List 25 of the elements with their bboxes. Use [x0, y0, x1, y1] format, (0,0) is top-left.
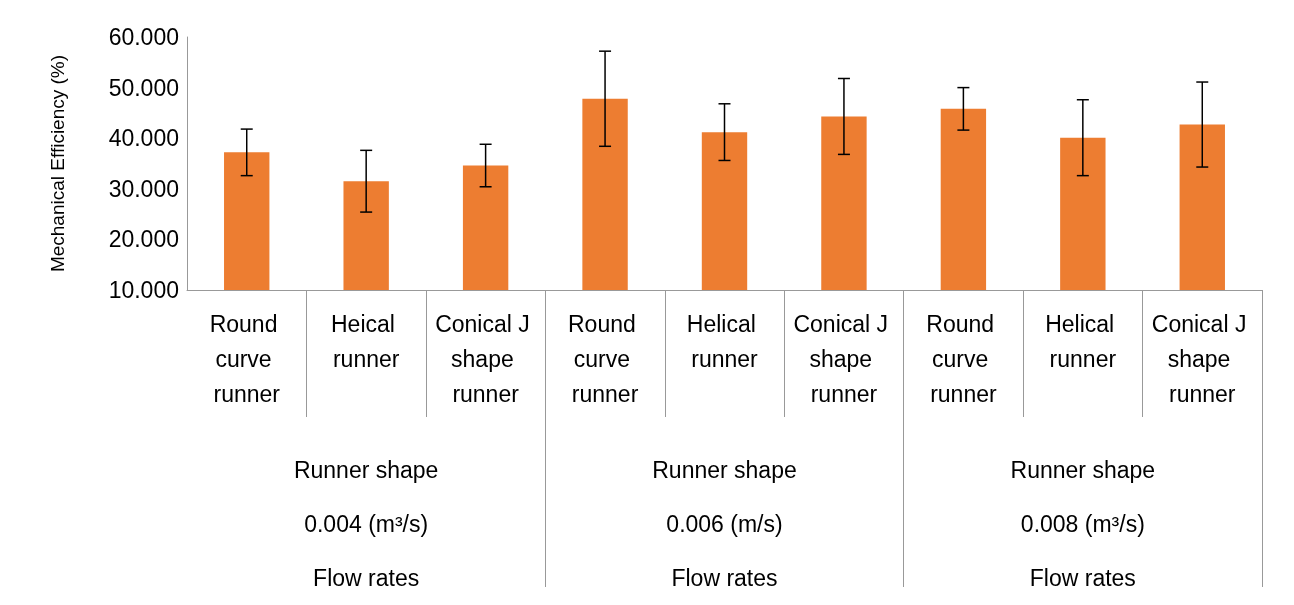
- y-tick-label: 60.000: [108, 24, 179, 50]
- text: Runner shape: [293, 457, 439, 483]
- text: Flow rates: [313, 565, 420, 591]
- y-axis-title: Mechanical Efficiency (%): [47, 54, 68, 273]
- x-tick-label: Heical runner: [331, 310, 402, 372]
- text: 0.004 (m³/s): [304, 511, 429, 537]
- x-tick-label: Conical J shape runner: [1151, 310, 1253, 407]
- y-tick-label: 50.000: [108, 74, 179, 101]
- y-tick-label: 30.000: [108, 175, 179, 202]
- text: Runner shape: [1010, 457, 1156, 483]
- x-tick-label: Round curve runner: [926, 310, 1001, 407]
- x-tick-label: Round curve runner: [567, 310, 643, 407]
- x-tick-label: Helical runner: [686, 310, 763, 372]
- text: 0.006 (m/s): [666, 511, 783, 537]
- y-tick-label: 10.000: [108, 277, 179, 303]
- text: Flow rates: [671, 565, 778, 591]
- x-tick-label: Conical J shape runner: [435, 310, 537, 407]
- y-tick-label: 40.000: [108, 125, 179, 152]
- x-tick-label: Conical J shape runner: [793, 310, 895, 407]
- text: Flow rates: [1029, 565, 1136, 591]
- x-tick-label: Helical runner: [1045, 310, 1121, 372]
- x-tick-label: Round curve runner: [209, 310, 284, 407]
- y-tick-label: 20.000: [108, 226, 179, 253]
- text: 0.008 (m³/s): [1020, 511, 1145, 537]
- text: Runner shape: [652, 457, 797, 483]
